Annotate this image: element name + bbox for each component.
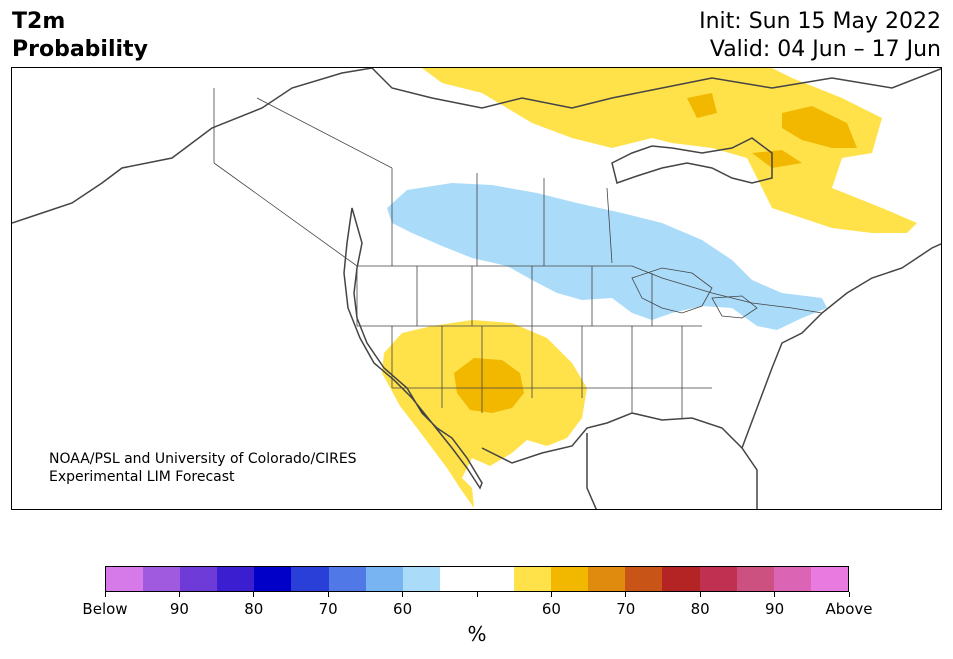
title-line-2: Probability xyxy=(12,37,148,62)
colorbar-segment xyxy=(291,567,329,591)
colorbar-tick xyxy=(699,592,701,597)
colorbar-tick-label: 60 xyxy=(541,600,561,618)
colorbar-segment xyxy=(476,567,515,591)
colorbar-segment xyxy=(810,567,848,591)
colorbar-tick-label: 70 xyxy=(318,600,338,618)
above-normal-region-southwest-dark xyxy=(454,358,524,413)
below-normal-region-north-central xyxy=(387,183,827,330)
colorbar-segment xyxy=(662,567,700,591)
colorbar-tick xyxy=(550,592,552,597)
above-normal-region-northeast-canada xyxy=(422,68,917,233)
colorbar-segment xyxy=(736,567,774,591)
valid-date: Valid: 04 Jun – 17 Jun xyxy=(709,37,941,62)
map-title: T2m Probability xyxy=(12,8,148,64)
above-normal-region-hudson-dark xyxy=(782,106,857,148)
colorbar-segment xyxy=(551,567,589,591)
colorbar-tick-label: 90 xyxy=(169,600,189,618)
colorbar-tick xyxy=(476,592,478,597)
colorbar-unit: % xyxy=(467,622,487,646)
forecast-map xyxy=(11,67,942,510)
pacific-coastline xyxy=(12,68,483,490)
credit-line-1: NOAA/PSL and University of Colorado/CIRE… xyxy=(49,451,357,467)
us-state-borders xyxy=(356,266,712,418)
date-info: Init: Sun 15 May 2022 Valid: 04 Jun – 17… xyxy=(699,8,941,64)
colorbar-tick xyxy=(625,592,627,597)
above-normal-region-southwest xyxy=(382,320,587,508)
above-normal-region-hudson-dark-2 xyxy=(687,93,717,118)
colorbar-tick-label: 80 xyxy=(244,600,264,618)
province-borders xyxy=(213,88,613,266)
above-normal-region-quebec-dark xyxy=(752,150,802,168)
colorbar-segment xyxy=(106,567,144,591)
colorbar-segment xyxy=(514,567,552,591)
colorbar-segment xyxy=(773,567,811,591)
arctic-coastline xyxy=(371,68,941,109)
colorbar-tick xyxy=(774,592,776,597)
colorbar-tick-label: 80 xyxy=(690,600,710,618)
map-canvas xyxy=(12,68,941,509)
great-lakes xyxy=(631,267,758,319)
init-date: Init: Sun 15 May 2022 xyxy=(699,9,941,34)
colorbar-tick xyxy=(848,592,850,597)
credit-text: NOAA/PSL and University of Colorado/CIRE… xyxy=(49,450,357,486)
colorbar-segment xyxy=(625,567,663,591)
colorbar-segment xyxy=(588,567,626,591)
colorbar-segment xyxy=(402,567,440,591)
colorbar xyxy=(105,566,849,592)
atlantic-coastline xyxy=(741,243,941,449)
colorbar-segment xyxy=(180,567,218,591)
colorbar-tick-label: Above xyxy=(825,600,873,618)
colorbar-tick xyxy=(327,592,329,597)
colorbar-segment xyxy=(254,567,292,591)
canada-us-border xyxy=(213,162,823,314)
colorbar-tick-label: 90 xyxy=(765,600,785,618)
title-line-1: T2m xyxy=(12,9,66,34)
colorbar-tick-label: 60 xyxy=(393,600,413,618)
colorbar-segment xyxy=(217,567,255,591)
colorbar-segment xyxy=(439,567,477,591)
credit-line-2: Experimental LIM Forecast xyxy=(49,469,235,485)
colorbar-tick xyxy=(253,592,255,597)
colorbar-tick xyxy=(104,592,106,597)
colorbar-segment xyxy=(699,567,737,591)
colorbar-tick xyxy=(178,592,180,597)
colorbar-segment xyxy=(365,567,403,591)
colorbar-segment xyxy=(143,567,181,591)
hudson-bay-coastline xyxy=(611,137,773,184)
colorbar-tick-label: 70 xyxy=(616,600,636,618)
colorbar-tick-label: Below xyxy=(82,600,128,618)
colorbar-segment xyxy=(328,567,366,591)
colorbar-tick xyxy=(402,592,404,597)
